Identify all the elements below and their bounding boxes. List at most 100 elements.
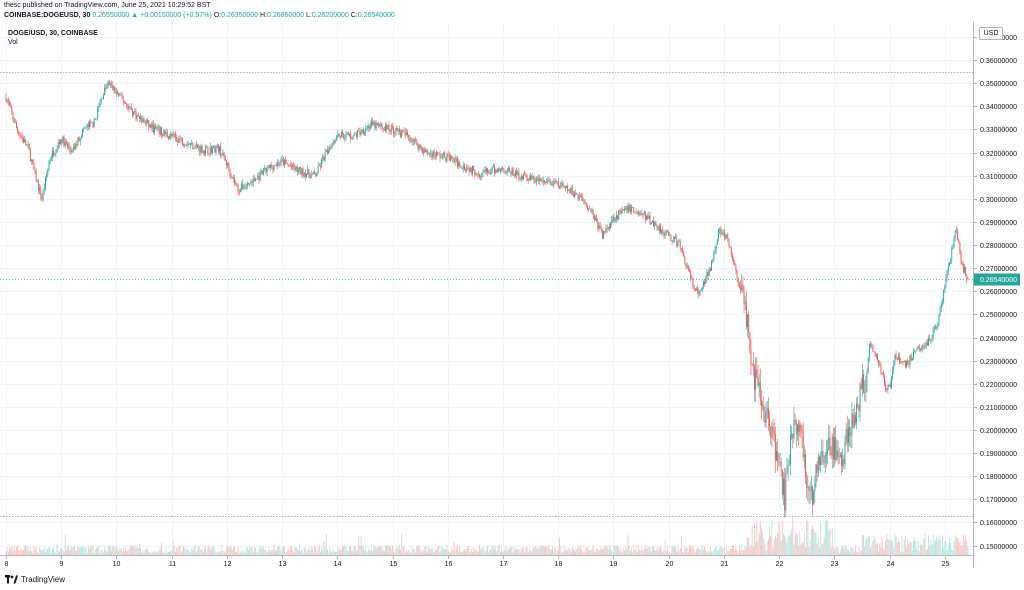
candle-body	[391, 125, 393, 129]
volume-bar	[18, 550, 20, 555]
candle-body	[945, 277, 947, 286]
candle-body	[287, 163, 289, 165]
volume-bar	[113, 546, 115, 555]
candle-body	[38, 181, 39, 191]
candle-body	[347, 132, 349, 136]
volume-bar	[527, 552, 529, 555]
volume-bar	[130, 545, 132, 555]
candle-body	[473, 165, 475, 170]
volume-bar	[747, 537, 748, 555]
volume-bar	[604, 546, 606, 555]
candle-body	[573, 194, 574, 197]
volume-bar	[326, 549, 328, 555]
candle-body	[465, 169, 466, 171]
candle-body	[427, 153, 429, 155]
candle-body	[634, 211, 636, 213]
volume-bar	[584, 552, 586, 555]
candle-body	[961, 262, 963, 265]
volume-bar	[162, 552, 164, 555]
candle-body	[892, 370, 894, 377]
volume-bar	[744, 546, 746, 555]
candle-body	[451, 156, 453, 158]
volume-bar	[395, 549, 397, 555]
volume-bar	[430, 549, 432, 555]
volume-bar	[323, 541, 325, 555]
volume-bar	[796, 534, 798, 555]
candle-body	[700, 290, 702, 292]
candle-body	[879, 363, 881, 366]
candle-body	[654, 221, 656, 227]
candle-body	[665, 231, 667, 232]
candle-body	[140, 117, 142, 120]
candle-body	[670, 235, 672, 241]
volume-bar	[136, 545, 138, 555]
candle-body	[874, 351, 876, 357]
candle-body	[109, 84, 111, 85]
volume-bar	[21, 549, 23, 555]
volume-bar	[666, 545, 668, 555]
candle-body	[484, 170, 486, 172]
volume-bar	[962, 534, 964, 555]
volume-bar	[158, 549, 160, 555]
volume-bar	[479, 544, 480, 555]
volume-bar	[401, 533, 403, 555]
volume-bar	[641, 547, 643, 555]
candle-body	[235, 183, 237, 184]
candle-body	[280, 159, 282, 164]
y-tick-label: 0.27000000	[980, 266, 1017, 273]
candle-body	[583, 200, 585, 203]
candle-body	[51, 150, 53, 158]
candle-body	[248, 182, 249, 184]
volume-bar	[850, 547, 852, 555]
candle-body	[408, 135, 410, 137]
volume-bar	[683, 552, 685, 555]
candle-body	[136, 114, 138, 119]
volume-bar	[745, 547, 747, 555]
volume-bar	[220, 550, 222, 555]
volume-bar	[534, 546, 536, 555]
candle-body	[676, 237, 678, 247]
candle-body	[887, 385, 889, 390]
candle-body	[149, 124, 151, 127]
candle-body	[371, 121, 372, 126]
candle-body	[293, 163, 295, 168]
candle-body	[643, 212, 645, 215]
volume-bar	[482, 547, 484, 555]
volume-bar	[721, 546, 723, 555]
candle-body	[85, 127, 87, 128]
candle-body	[852, 413, 854, 428]
x-tick-label: 25	[942, 561, 950, 568]
candle-body	[656, 225, 658, 228]
volume-bar	[419, 549, 421, 555]
candle-body	[543, 180, 545, 183]
candle-body	[864, 392, 866, 393]
candle-body	[5, 97, 7, 102]
volume-bar	[938, 535, 940, 555]
candle-body	[472, 165, 473, 173]
volume-bar	[197, 549, 198, 555]
candle-body	[769, 418, 771, 428]
candle-body	[496, 169, 498, 173]
candle-body	[322, 156, 324, 160]
candle-body	[924, 345, 926, 348]
volume-bar	[143, 552, 145, 555]
volume-bar	[41, 550, 43, 555]
volume-bar	[14, 550, 16, 555]
last-price-label: 0.26540000	[980, 277, 1017, 284]
candle-body	[606, 228, 608, 230]
candle-body	[354, 133, 356, 135]
y-tick-label: 0.18000000	[980, 474, 1017, 481]
volume-bar	[487, 545, 489, 555]
volume-bar	[662, 552, 664, 555]
candle-body	[605, 228, 607, 233]
candle-body	[26, 144, 28, 146]
candle-body	[827, 449, 829, 454]
candle-body	[701, 287, 703, 291]
candle-body	[875, 354, 877, 357]
volume-bar	[649, 546, 651, 555]
candle-body	[10, 105, 12, 108]
volume-bar	[248, 550, 249, 555]
currency-button[interactable]: USD	[979, 27, 1003, 40]
volume-bar	[901, 536, 903, 555]
